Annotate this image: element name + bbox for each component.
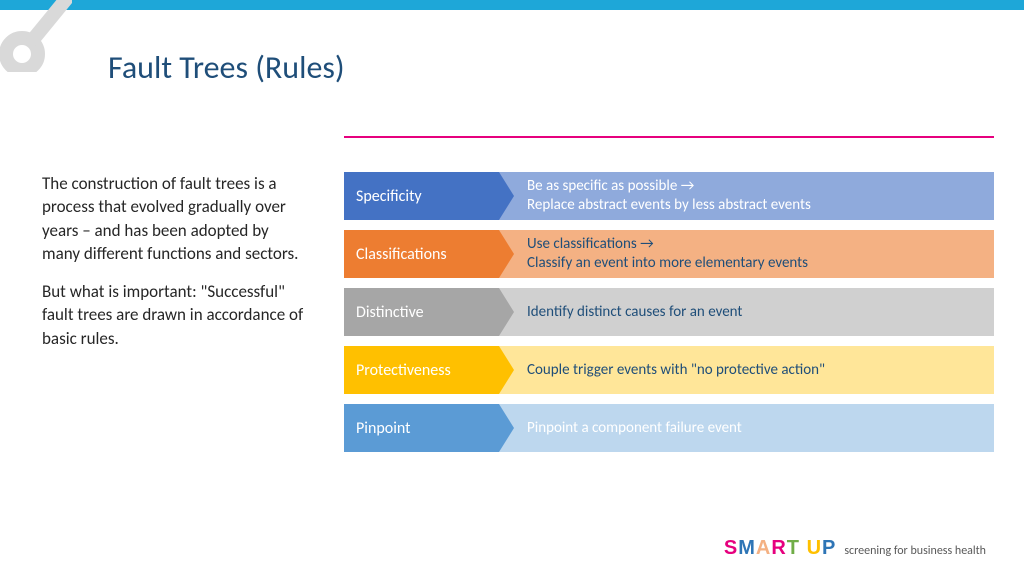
rule-label-text: Pinpoint [356, 419, 410, 438]
intro-paragraph: The construction of fault trees is a pro… [42, 172, 310, 266]
rule-label: Classifications [344, 230, 499, 278]
intro-paragraph: But what is important: "Successful" faul… [42, 280, 310, 350]
rule-label-text: Classifications [356, 245, 447, 264]
corner-decoration-icon [0, 0, 72, 72]
rule-description: Use classifications →Classify an event i… [499, 230, 994, 278]
rule-desc-line: Couple trigger events with "no protectiv… [527, 361, 982, 380]
rules-list: Specificity Be as specific as possible →R… [344, 172, 994, 452]
intro-text: The construction of fault trees is a pro… [42, 172, 310, 364]
footer: SMART UP screening for business health [724, 537, 986, 560]
rule-desc-line: Identify distinct causes for an event [527, 303, 982, 322]
rule-desc-line: Use classifications → [527, 235, 982, 254]
rule-row: Protectiveness Couple trigger events with… [344, 346, 994, 394]
rule-description: Couple trigger events with "no protectiv… [499, 346, 994, 394]
rule-description: Be as specific as possible →Replace abst… [499, 172, 994, 220]
rule-description: Identify distinct causes for an event [499, 288, 994, 336]
rule-label-text: Specificity [356, 187, 422, 206]
rule-label-text: Distinctive [356, 303, 424, 322]
rule-row: Specificity Be as specific as possible →R… [344, 172, 994, 220]
brand-tagline: screening for business health [844, 544, 986, 558]
title-underline [344, 136, 994, 138]
rule-desc-line: Be as specific as possible → [527, 177, 982, 196]
rule-row: Pinpoint Pinpoint a component failure eve… [344, 404, 994, 452]
rule-label: Distinctive [344, 288, 499, 336]
rule-desc-line: Replace abstract events by less abstract… [527, 196, 982, 215]
rule-label: Pinpoint [344, 404, 499, 452]
rule-label: Specificity [344, 172, 499, 220]
page-title: Fault Trees (Rules) [108, 48, 345, 87]
rule-description: Pinpoint a component failure event [499, 404, 994, 452]
rule-row: Classifications Use classifications →Clas… [344, 230, 994, 278]
brand-logo: SMART UP [724, 537, 837, 560]
rule-label: Protectiveness [344, 346, 499, 394]
rule-desc-line: Classify an event into more elementary e… [527, 254, 982, 273]
rule-label-text: Protectiveness [356, 361, 451, 380]
top-accent-bar [0, 0, 1024, 10]
rule-row: Distinctive Identify distinct causes for … [344, 288, 994, 336]
rule-desc-line: Pinpoint a component failure event [527, 419, 982, 438]
